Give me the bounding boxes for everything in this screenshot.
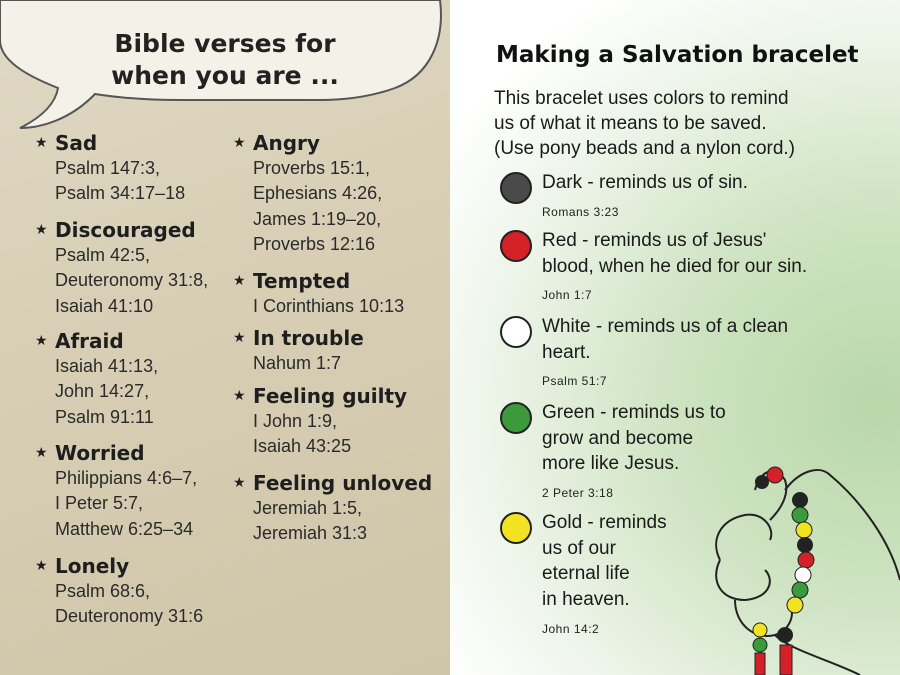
verse-reference: Psalm 91:11 xyxy=(55,406,154,427)
verse-reference: Jeremiah 1:5, xyxy=(253,498,363,518)
bead-meaning: Gold - reminds us of our eternal life in… xyxy=(542,512,667,610)
verse-section: ★ Sad Psalm 147:3, Psalm 34:17–18 xyxy=(35,131,186,207)
section-heading: ★ Angry xyxy=(233,131,382,156)
bracelet-beads xyxy=(752,466,815,675)
star-icon: ★ xyxy=(35,445,48,461)
bead-color-icon xyxy=(500,402,532,434)
hand-holding-bracelet-illustration xyxy=(715,466,900,675)
heading-text: Feeling guilty xyxy=(253,384,408,408)
verse-reference: Isaiah 43:25 xyxy=(253,436,352,457)
verse-reference: Matthew 6:25–34 xyxy=(55,518,194,539)
heading-line-2: when you are ... xyxy=(111,61,339,90)
verse-reference: Deuteronomy 31:8, xyxy=(55,270,209,291)
verse-reference: Ephesians 4:26, xyxy=(253,183,383,204)
verse-section: ★ In trouble Nahum 1:7 xyxy=(233,326,364,376)
star-icon: ★ xyxy=(233,330,246,346)
section-heading: ★ Sad xyxy=(35,131,185,156)
heading-text: Worried xyxy=(55,441,145,465)
verse-section: ★ Afraid Isaiah 41:13, John 14:27, Psalm 91:… xyxy=(35,329,159,430)
bead-verse-reference: Romans 3:23 xyxy=(542,205,619,219)
bracelet-intro: This bracelet uses colors to remind us o… xyxy=(494,86,874,161)
verse-reference: Psalm 42:5, xyxy=(55,245,151,265)
bracelet-title: Making a Salvation bracelet xyxy=(496,42,859,68)
section-heading: ★ Feeling unloved xyxy=(233,471,433,496)
star-icon: ★ xyxy=(35,558,48,574)
page-heading: Bible verses for when you are ... xyxy=(100,28,350,92)
heading-line-1: Bible verses for xyxy=(114,29,336,58)
speech-bubble xyxy=(0,0,442,129)
verse-reference: Psalm 147:3, xyxy=(55,158,161,178)
star-icon: ★ xyxy=(233,475,246,491)
section-heading: ★ Tempted xyxy=(233,269,404,294)
heading-text: Afraid xyxy=(55,329,124,353)
verse-section: ★ Lonely Psalm 68:6, Deuteronomy 31:6 xyxy=(35,554,204,630)
heading-text: Feeling unloved xyxy=(253,471,433,495)
bead-meaning: White - reminds us of a clean heart. xyxy=(542,316,789,363)
section-heading: ★ Discouraged xyxy=(35,218,208,243)
verse-reference: James 1:19–20, xyxy=(253,208,382,229)
bead-meaning: Red - reminds us of Jesus' blood, when h… xyxy=(542,230,808,277)
verse-reference: Isaiah 41:10 xyxy=(55,295,154,316)
bead-color-icon xyxy=(500,230,532,262)
star-icon: ★ xyxy=(35,333,48,349)
heading-text: Angry xyxy=(253,131,320,155)
heading-text: Sad xyxy=(55,131,98,155)
verse-section: ★ Worried Philippians 4:6–7, I Peter 5:7, Ma… xyxy=(35,441,198,542)
intro-line: us of what it means to be saved. xyxy=(494,113,767,134)
verse-reference: I John 1:9, xyxy=(253,411,338,431)
section-heading: ★ Feeling guilty xyxy=(233,384,408,409)
section-heading: ★ In trouble xyxy=(233,326,364,351)
verse-reference: Proverbs 12:16 xyxy=(253,233,376,254)
section-heading: ★ Worried xyxy=(35,441,197,466)
bead-verse-reference: Psalm 51:7 xyxy=(542,374,608,388)
section-heading: ★ Lonely xyxy=(35,554,203,579)
bead-color-icon xyxy=(500,316,532,348)
star-icon: ★ xyxy=(233,135,246,151)
heading-text: Discouraged xyxy=(55,218,196,242)
heading-text: In trouble xyxy=(253,326,364,350)
bead-verse-reference: John 14:2 xyxy=(542,622,600,636)
star-icon: ★ xyxy=(35,135,48,151)
section-heading: ★ Afraid xyxy=(35,329,158,354)
verse-reference: Isaiah 41:13, xyxy=(55,356,159,376)
bead-meaning: Dark - reminds us of sin. xyxy=(542,172,748,193)
verse-section: ★ Feeling unloved Jeremiah 1:5, Jeremiah 31… xyxy=(233,471,433,547)
verse-section: ★ Discouraged Psalm 42:5, Deuteronomy 31:8,… xyxy=(35,218,209,319)
verse-reference: Deuteronomy 31:6 xyxy=(55,606,204,627)
heading-text: Tempted xyxy=(253,269,351,293)
bead-verse-reference: John 1:7 xyxy=(542,288,593,302)
verse-reference: Philippians 4:6–7, xyxy=(55,468,198,488)
verse-reference: Psalm 34:17–18 xyxy=(55,183,186,204)
verse-reference: Proverbs 15:1, xyxy=(253,158,371,178)
bead-verse-reference: 2 Peter 3:18 xyxy=(542,486,614,500)
star-icon: ★ xyxy=(35,222,48,238)
bead-meaning: Green - reminds us to grow and become mo… xyxy=(542,402,726,474)
left-page: Bible verses for when you are ... xyxy=(0,0,450,675)
star-icon: ★ xyxy=(233,273,246,289)
verse-reference: John 14:27, xyxy=(55,381,150,402)
verse-reference: Psalm 68:6, xyxy=(55,581,151,601)
heading-text: Lonely xyxy=(55,554,130,578)
verse-section: ★ Tempted I Corinthians 10:13 xyxy=(233,269,405,319)
bead-color-icon xyxy=(500,512,532,544)
verse-reference: Jeremiah 31:3 xyxy=(253,523,368,544)
intro-line: (Use pony beads and a nylon cord.) xyxy=(494,138,796,159)
verse-section: ★ Feeling guilty I John 1:9, Isaiah 43:25 xyxy=(233,384,408,460)
intro-line: This bracelet uses colors to remind xyxy=(494,88,789,109)
bead-color-icon xyxy=(500,172,532,204)
verse-reference: I Peter 5:7, xyxy=(55,493,144,514)
verse-reference: I Corinthians 10:13 xyxy=(253,296,405,316)
verse-reference: Nahum 1:7 xyxy=(253,353,342,373)
verse-section: ★ Angry Proverbs 15:1, Ephesians 4:26, James… xyxy=(233,131,383,257)
star-icon: ★ xyxy=(233,388,246,404)
